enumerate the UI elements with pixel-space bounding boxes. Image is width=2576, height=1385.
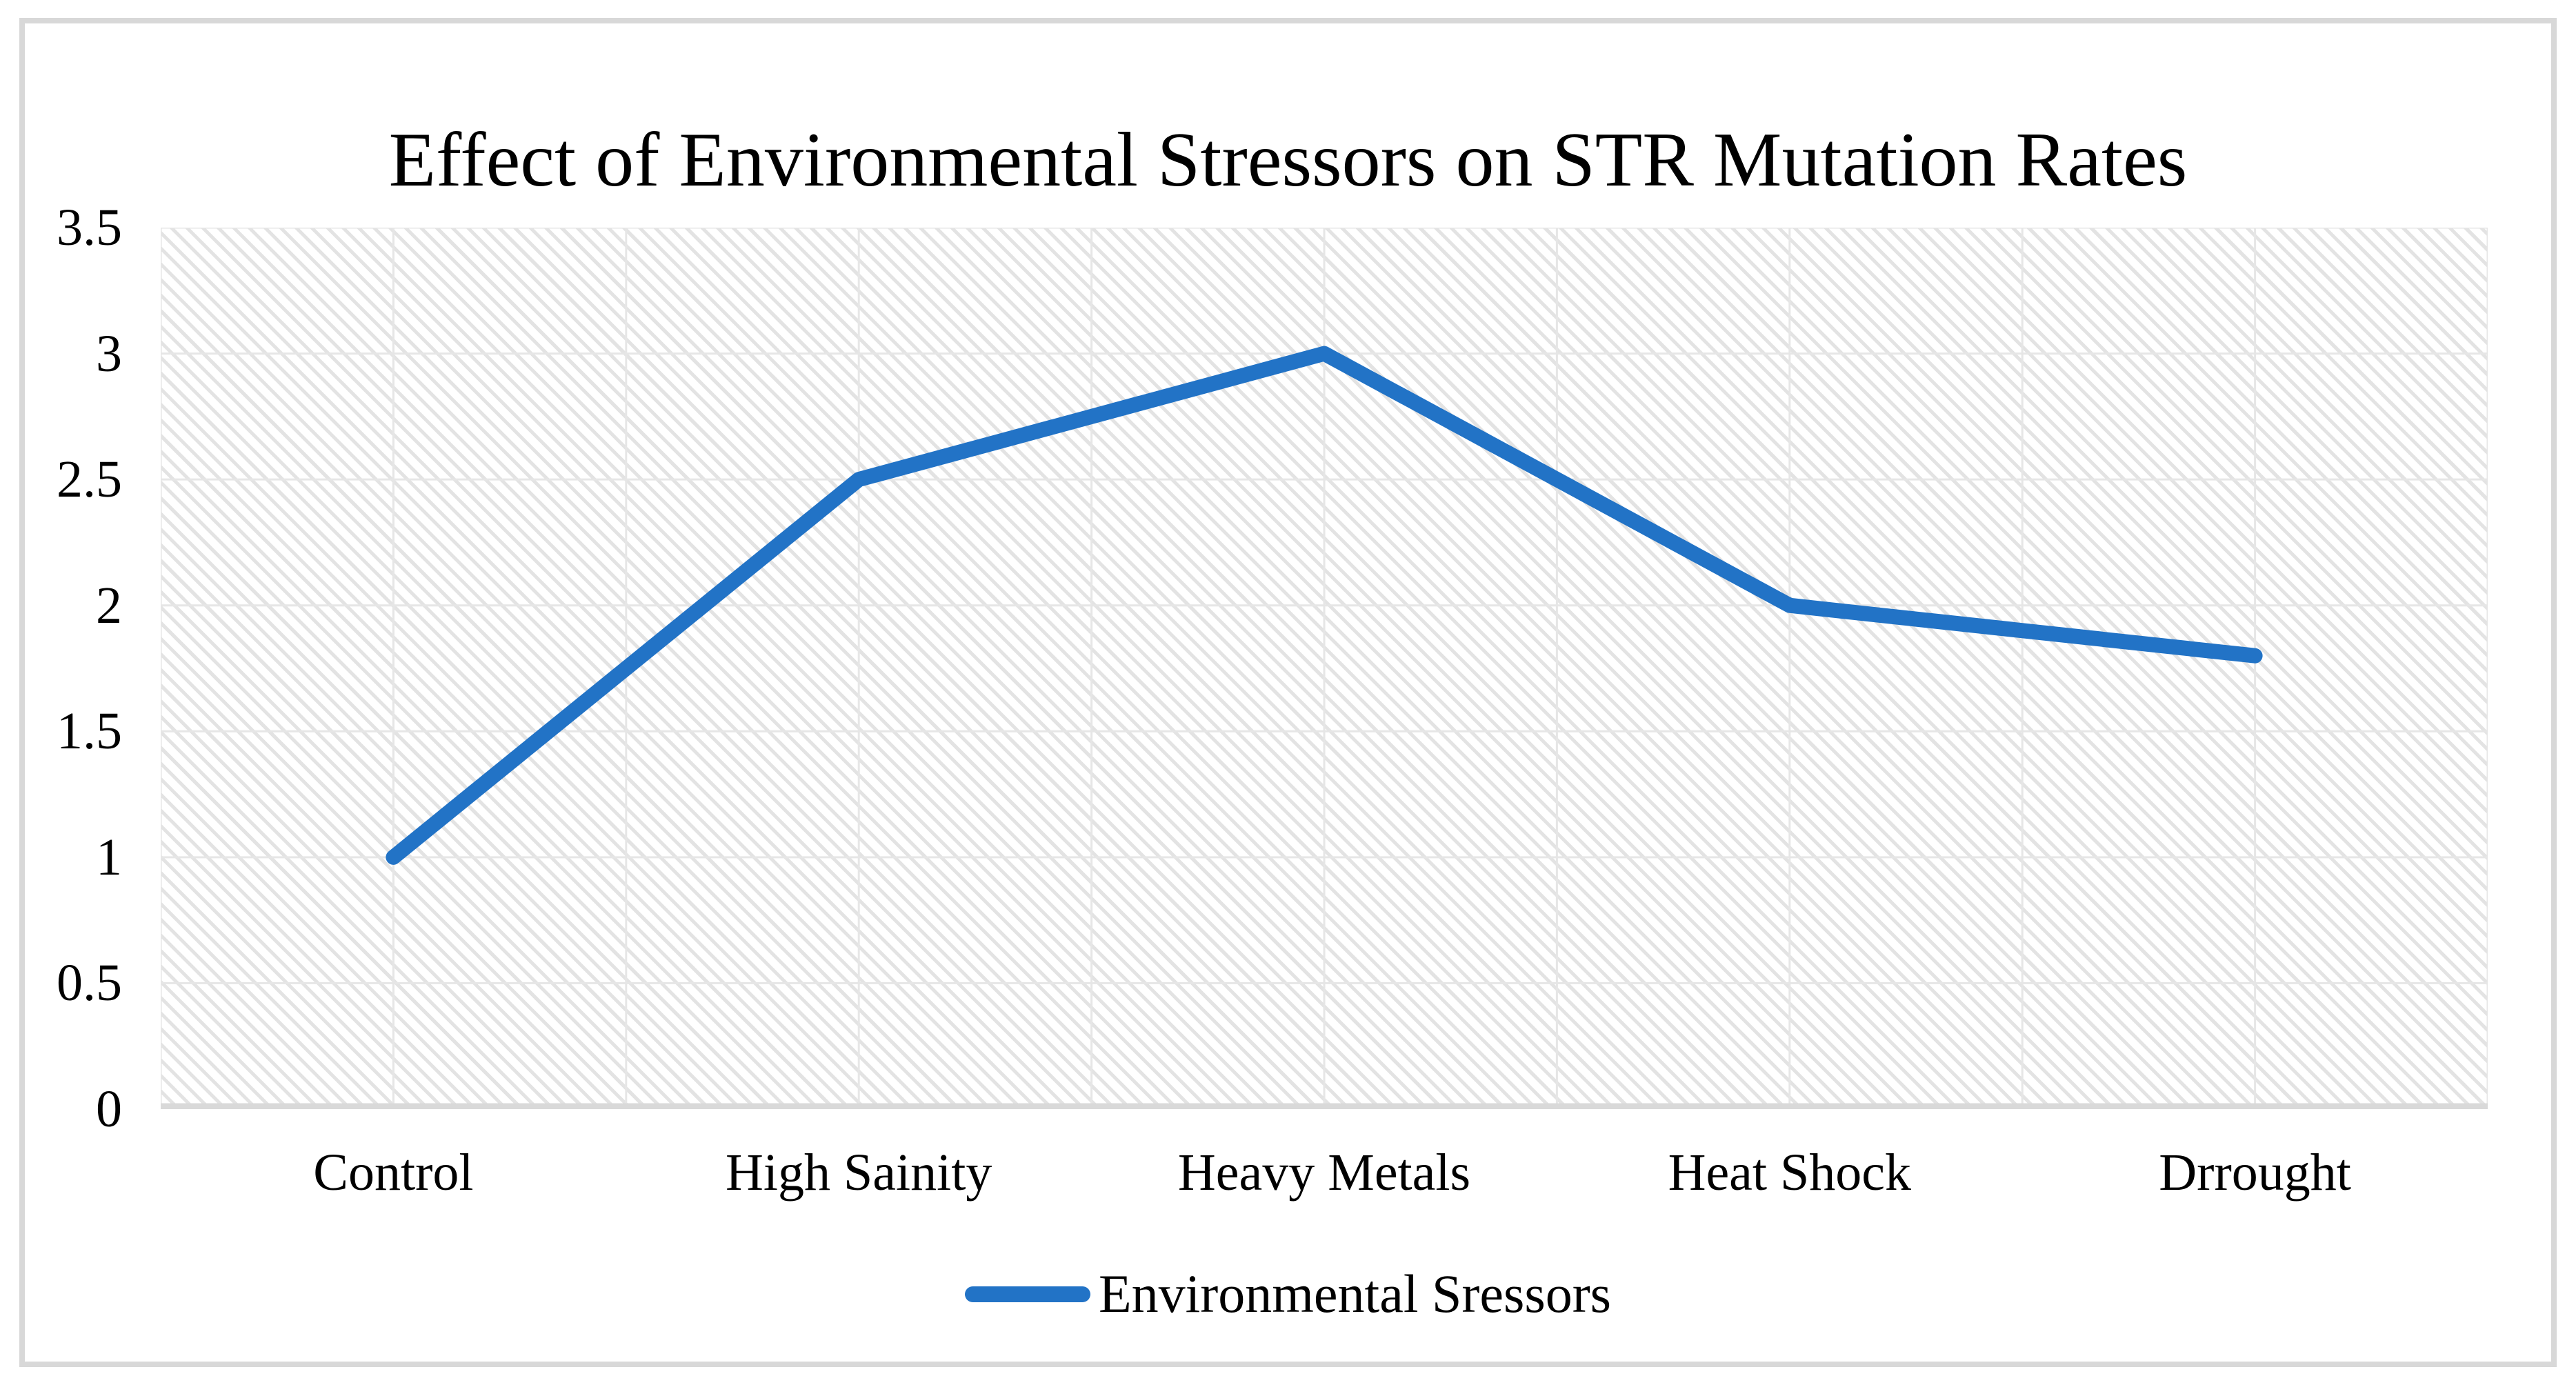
chart-title: Effect of Environmental Stressors on STR… <box>388 117 2188 203</box>
legend: Environmental Sressors <box>19 1264 2557 1324</box>
plot-area <box>161 228 2488 1109</box>
y-tick-label: 0.5 <box>57 954 122 1013</box>
series-line-environmental-stressors <box>386 346 2263 865</box>
x-category-label: Drrought <box>2159 1144 2351 1202</box>
y-tick-label: 2 <box>96 576 122 635</box>
y-tick-label: 2.5 <box>57 450 122 509</box>
x-category-label: Heavy Metals <box>1177 1144 1471 1202</box>
y-tick-label: 3.5 <box>57 199 122 257</box>
legend-line-marker-icon <box>964 1286 1090 1302</box>
x-category-label: Heat Shock <box>1668 1144 1912 1202</box>
legend-series-label: Environmental Sressors <box>1098 1264 1612 1324</box>
plot-grid-and-series <box>161 228 2488 1109</box>
x-category-label: High Sainity <box>726 1144 992 1202</box>
x-category-label: Control <box>313 1144 474 1202</box>
y-tick-label: 0 <box>96 1080 122 1138</box>
y-tick-label: 1 <box>96 828 122 886</box>
y-tick-label: 3 <box>96 324 122 383</box>
y-tick-label: 1.5 <box>57 702 122 761</box>
